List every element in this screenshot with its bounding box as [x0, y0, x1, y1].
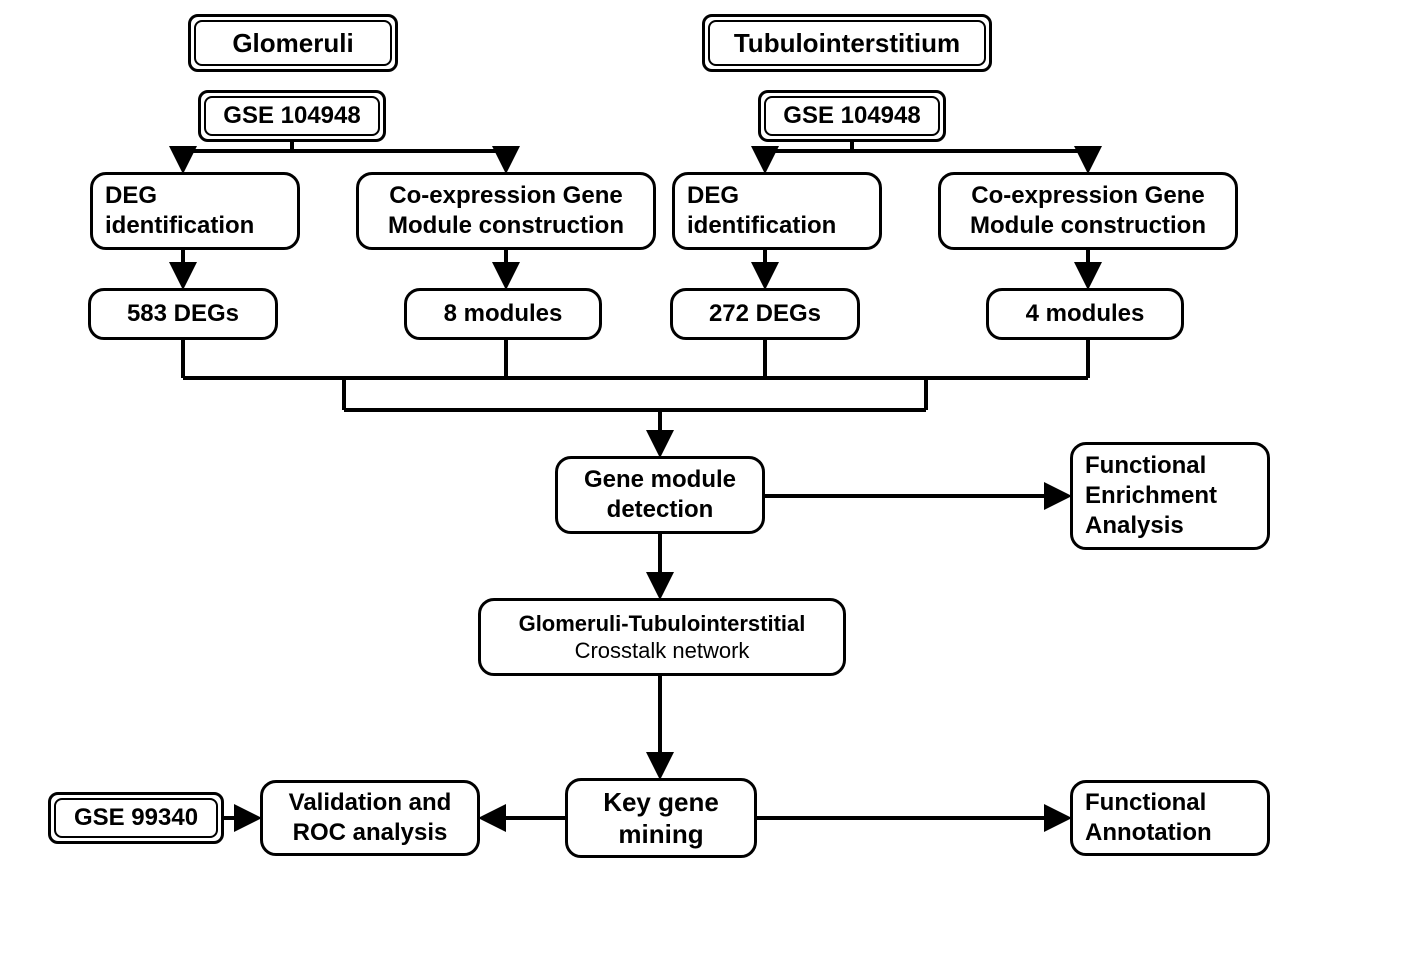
node-gse99340: GSE 99340	[48, 792, 224, 844]
node-glomeruli: Glomeruli	[188, 14, 398, 72]
node-deg-id-g: DEGidentification	[90, 172, 300, 250]
node-func-annot: FunctionalAnnotation	[1070, 780, 1270, 856]
node-glomeruli-label: Glomeruli	[194, 20, 392, 66]
node-mods-g: 8 modules	[404, 288, 602, 340]
node-tubulo-label: Tubulointerstitium	[708, 20, 986, 66]
node-gse-t: GSE 104948	[758, 90, 946, 142]
node-degs-t: 272 DEGs	[670, 288, 860, 340]
node-enrich: FunctionalEnrichmentAnalysis	[1070, 442, 1270, 550]
node-coexp-t: Co-expression GeneModule construction	[938, 172, 1238, 250]
node-mods-t: 4 modules	[986, 288, 1184, 340]
node-validation: Validation andROC analysis	[260, 780, 480, 856]
node-deg-id-t: DEGidentification	[672, 172, 882, 250]
node-gse-t-label: GSE 104948	[764, 96, 940, 136]
node-coexp-g: Co-expression GeneModule construction	[356, 172, 656, 250]
node-crosstalk: Glomeruli-TubulointerstitialCrosstalk ne…	[478, 598, 846, 676]
node-gse99340-label: GSE 99340	[54, 798, 218, 838]
node-gene-mod: Gene moduledetection	[555, 456, 765, 534]
node-gse-g-label: GSE 104948	[204, 96, 380, 136]
node-gene-mining: Key genemining	[565, 778, 757, 858]
node-crosstalk-label: Glomeruli-TubulointerstitialCrosstalk ne…	[519, 610, 806, 665]
node-degs-g: 583 DEGs	[88, 288, 278, 340]
node-gse-g: GSE 104948	[198, 90, 386, 142]
node-tubulo: Tubulointerstitium	[702, 14, 992, 72]
